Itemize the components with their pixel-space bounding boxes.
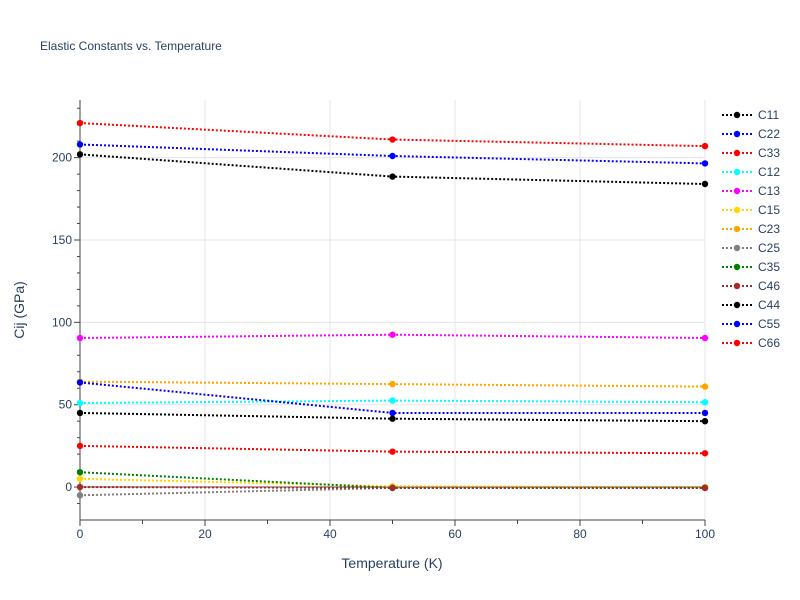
data-point-c25: [76, 492, 84, 499]
legend-item-c35[interactable]: C35: [722, 260, 780, 274]
legend-swatch-marker: [733, 282, 741, 290]
data-point-c22: [389, 152, 396, 160]
legend-item-c12[interactable]: C12: [722, 165, 780, 179]
legend-label: C35: [758, 260, 780, 274]
x-tick-label: 20: [198, 527, 212, 541]
data-point-c35: [76, 469, 84, 476]
legend-label: C25: [758, 241, 780, 255]
data-point-c23: [701, 383, 709, 390]
legend-item-c11[interactable]: C11: [722, 108, 779, 122]
legend-label: C46: [758, 279, 780, 293]
data-point-c12: [701, 399, 709, 406]
legend-swatch-marker: [733, 187, 741, 195]
data-point-c11: [76, 151, 84, 158]
legend-item-c13[interactable]: C13: [722, 184, 780, 198]
legend-swatch-marker: [733, 206, 741, 214]
legend-label: C12: [758, 165, 780, 179]
data-point-c13: [76, 334, 84, 342]
data-point-c44: [76, 409, 84, 417]
y-tick-label: 150: [52, 233, 72, 247]
chart-title: Elastic Constants vs. Temperature: [40, 39, 222, 53]
legend-item-c44[interactable]: C44: [722, 298, 780, 312]
x-tick-label: 40: [323, 527, 337, 541]
data-point-c33: [701, 142, 709, 150]
data-point-c44: [701, 417, 709, 425]
legend-label: C23: [758, 222, 780, 236]
legend-label: C55: [758, 317, 780, 331]
grid-lines: [80, 100, 706, 520]
legend-label: C44: [758, 298, 780, 312]
data-point-c55: [701, 409, 709, 417]
legend-swatch-marker: [733, 111, 741, 119]
data-point-c12: [76, 399, 84, 407]
data-point-c11: [701, 180, 709, 188]
x-tick-label: 80: [573, 527, 587, 541]
x-tick-label: 0: [77, 527, 84, 541]
y-tick-label: 200: [52, 151, 72, 165]
data-point-c13: [701, 334, 709, 342]
data-point-c12: [389, 397, 396, 404]
legend-item-c15[interactable]: C15: [722, 203, 780, 217]
legend-item-c22[interactable]: C22: [722, 127, 780, 141]
legend-swatch-marker: [733, 339, 741, 347]
data-point-c44: [389, 415, 396, 422]
legend-swatch-marker: [733, 301, 741, 309]
data-point-c46: [389, 484, 396, 492]
y-tick-label: 100: [52, 315, 72, 329]
legend-swatch-marker: [733, 244, 741, 252]
data-point-c66: [389, 448, 396, 455]
data-point-c22: [76, 141, 84, 148]
legend-swatch-marker: [733, 263, 741, 271]
legend-item-c66[interactable]: C66: [722, 336, 780, 350]
legend-swatch-marker: [733, 225, 741, 233]
data-point-c13: [389, 331, 396, 338]
legend-swatch-marker: [733, 130, 741, 138]
legend-swatch-marker: [733, 168, 741, 176]
legend-item-c55[interactable]: C55: [722, 317, 780, 331]
legend-label: C15: [758, 203, 780, 217]
data-point-c66: [701, 450, 709, 457]
legend-label: C66: [758, 336, 780, 350]
series-group: [76, 119, 709, 499]
data-point-c15: [76, 475, 84, 483]
y-tick-label: 50: [59, 398, 73, 412]
legend-item-c33[interactable]: C33: [722, 146, 780, 160]
x-axis-title: Temperature (K): [341, 555, 442, 571]
legend[interactable]: C11 C22 C33 C12 C13 C15 C23 C25 C35 C46 C44 C55 C66: [722, 108, 780, 350]
legend-label: C33: [758, 146, 780, 160]
legend-label: C13: [758, 184, 780, 198]
legend-swatch-marker: [733, 320, 741, 328]
legend-item-c23[interactable]: C23: [722, 222, 780, 236]
data-point-c23: [389, 380, 396, 388]
y-axis-title: Cij (GPa): [11, 281, 27, 339]
legend-label: C22: [758, 127, 780, 141]
data-point-c33: [76, 119, 84, 127]
data-point-c33: [389, 136, 396, 143]
x-tick-label: 100: [695, 527, 715, 541]
data-point-c46: [76, 483, 84, 491]
data-point-c22: [701, 160, 709, 167]
legend-swatch-marker: [733, 149, 741, 157]
legend-item-c25[interactable]: C25: [722, 241, 780, 255]
data-point-c46: [701, 484, 709, 492]
y-tick-label: 0: [65, 480, 72, 494]
legend-item-c46[interactable]: C46: [722, 279, 780, 293]
data-point-c66: [76, 442, 84, 450]
data-point-c55: [76, 379, 84, 386]
data-point-c55: [389, 409, 396, 417]
legend-label: C11: [758, 108, 779, 122]
axes: 0 20 40 60 80 100 0 50 100 150 200: [52, 100, 715, 541]
x-tick-label: 60: [448, 527, 462, 541]
data-point-c11: [389, 173, 396, 180]
